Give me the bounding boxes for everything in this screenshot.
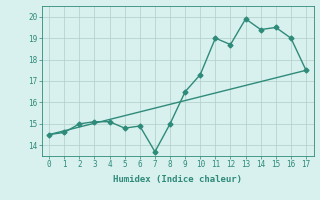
X-axis label: Humidex (Indice chaleur): Humidex (Indice chaleur) xyxy=(113,175,242,184)
